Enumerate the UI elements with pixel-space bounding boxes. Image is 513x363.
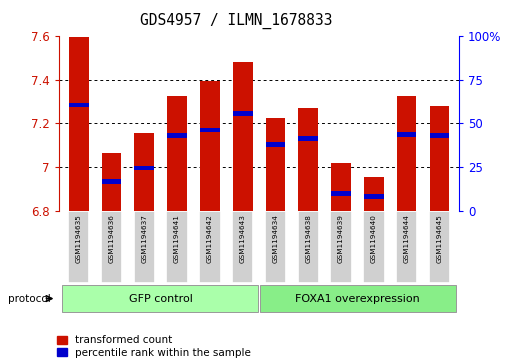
Bar	[266, 142, 285, 147]
Bar	[232, 211, 253, 283]
Text: GSM1194638: GSM1194638	[305, 214, 311, 263]
Bar	[299, 108, 318, 211]
Bar	[265, 211, 286, 283]
Text: GSM1194642: GSM1194642	[207, 214, 213, 263]
Text: GSM1194645: GSM1194645	[437, 214, 442, 263]
Bar	[363, 211, 385, 283]
Text: GFP control: GFP control	[129, 294, 192, 303]
Bar	[133, 211, 155, 283]
Bar	[200, 127, 220, 132]
Bar	[167, 133, 187, 138]
Bar	[397, 96, 417, 211]
Bar	[233, 111, 252, 116]
Bar	[364, 194, 384, 199]
Bar	[396, 211, 417, 283]
Text: GSM1194635: GSM1194635	[76, 214, 82, 263]
Bar	[299, 136, 318, 141]
Bar	[330, 211, 352, 283]
Text: GSM1194637: GSM1194637	[141, 214, 147, 263]
Text: protocol: protocol	[8, 294, 50, 303]
Bar	[266, 118, 285, 211]
Bar	[69, 102, 89, 107]
Text: GSM1194634: GSM1194634	[272, 214, 279, 263]
Bar	[429, 133, 449, 138]
Bar	[167, 96, 187, 211]
Bar	[166, 211, 188, 283]
Bar	[364, 177, 384, 211]
Bar	[261, 285, 456, 313]
Bar	[62, 285, 258, 313]
Text: GSM1194640: GSM1194640	[371, 214, 377, 263]
Bar	[298, 211, 319, 283]
Bar	[134, 166, 154, 171]
Bar	[68, 211, 89, 283]
Bar	[200, 81, 220, 211]
Bar	[134, 133, 154, 211]
Bar	[102, 179, 121, 184]
Bar	[199, 211, 221, 283]
Bar	[102, 153, 121, 211]
Bar	[331, 191, 351, 196]
Text: GSM1194643: GSM1194643	[240, 214, 246, 263]
Bar	[233, 62, 252, 211]
Bar	[331, 163, 351, 211]
Text: GSM1194639: GSM1194639	[338, 214, 344, 263]
Bar	[429, 211, 450, 283]
Text: FOXA1 overexpression: FOXA1 overexpression	[295, 294, 420, 303]
Bar	[397, 132, 417, 137]
Bar	[69, 37, 89, 211]
Text: GDS4957 / ILMN_1678833: GDS4957 / ILMN_1678833	[140, 13, 332, 29]
Text: GSM1194641: GSM1194641	[174, 214, 180, 263]
Legend: transformed count, percentile rank within the sample: transformed count, percentile rank withi…	[56, 335, 251, 358]
Text: GSM1194644: GSM1194644	[404, 214, 410, 263]
Text: GSM1194636: GSM1194636	[108, 214, 114, 263]
Bar	[429, 106, 449, 211]
Bar	[101, 211, 122, 283]
